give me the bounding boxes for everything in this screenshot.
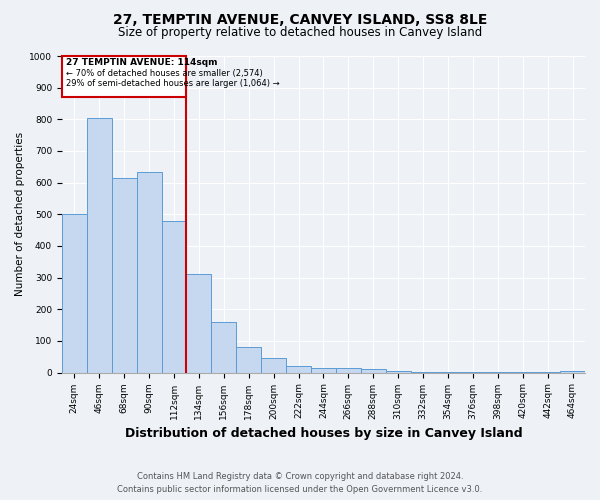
Bar xyxy=(112,178,137,372)
Y-axis label: Number of detached properties: Number of detached properties xyxy=(15,132,25,296)
Bar xyxy=(361,370,386,372)
Bar xyxy=(87,118,112,372)
Bar xyxy=(137,172,161,372)
Text: 29% of semi-detached houses are larger (1,064) →: 29% of semi-detached houses are larger (… xyxy=(65,79,279,88)
Bar xyxy=(286,366,311,372)
Bar xyxy=(386,371,410,372)
Bar xyxy=(211,322,236,372)
Bar xyxy=(236,347,261,372)
Text: 27, TEMPTIN AVENUE, CANVEY ISLAND, SS8 8LE: 27, TEMPTIN AVENUE, CANVEY ISLAND, SS8 8… xyxy=(113,12,487,26)
Text: Contains HM Land Registry data © Crown copyright and database right 2024.
Contai: Contains HM Land Registry data © Crown c… xyxy=(118,472,482,494)
Bar xyxy=(336,368,361,372)
Bar xyxy=(187,274,211,372)
Bar xyxy=(161,220,187,372)
Bar xyxy=(261,358,286,372)
Text: Size of property relative to detached houses in Canvey Island: Size of property relative to detached ho… xyxy=(118,26,482,39)
Bar xyxy=(560,371,585,372)
FancyBboxPatch shape xyxy=(62,56,187,97)
Bar xyxy=(311,368,336,372)
X-axis label: Distribution of detached houses by size in Canvey Island: Distribution of detached houses by size … xyxy=(125,427,522,440)
Bar xyxy=(62,214,87,372)
Text: ← 70% of detached houses are smaller (2,574): ← 70% of detached houses are smaller (2,… xyxy=(65,69,262,78)
Text: 27 TEMPTIN AVENUE: 114sqm: 27 TEMPTIN AVENUE: 114sqm xyxy=(65,58,217,68)
